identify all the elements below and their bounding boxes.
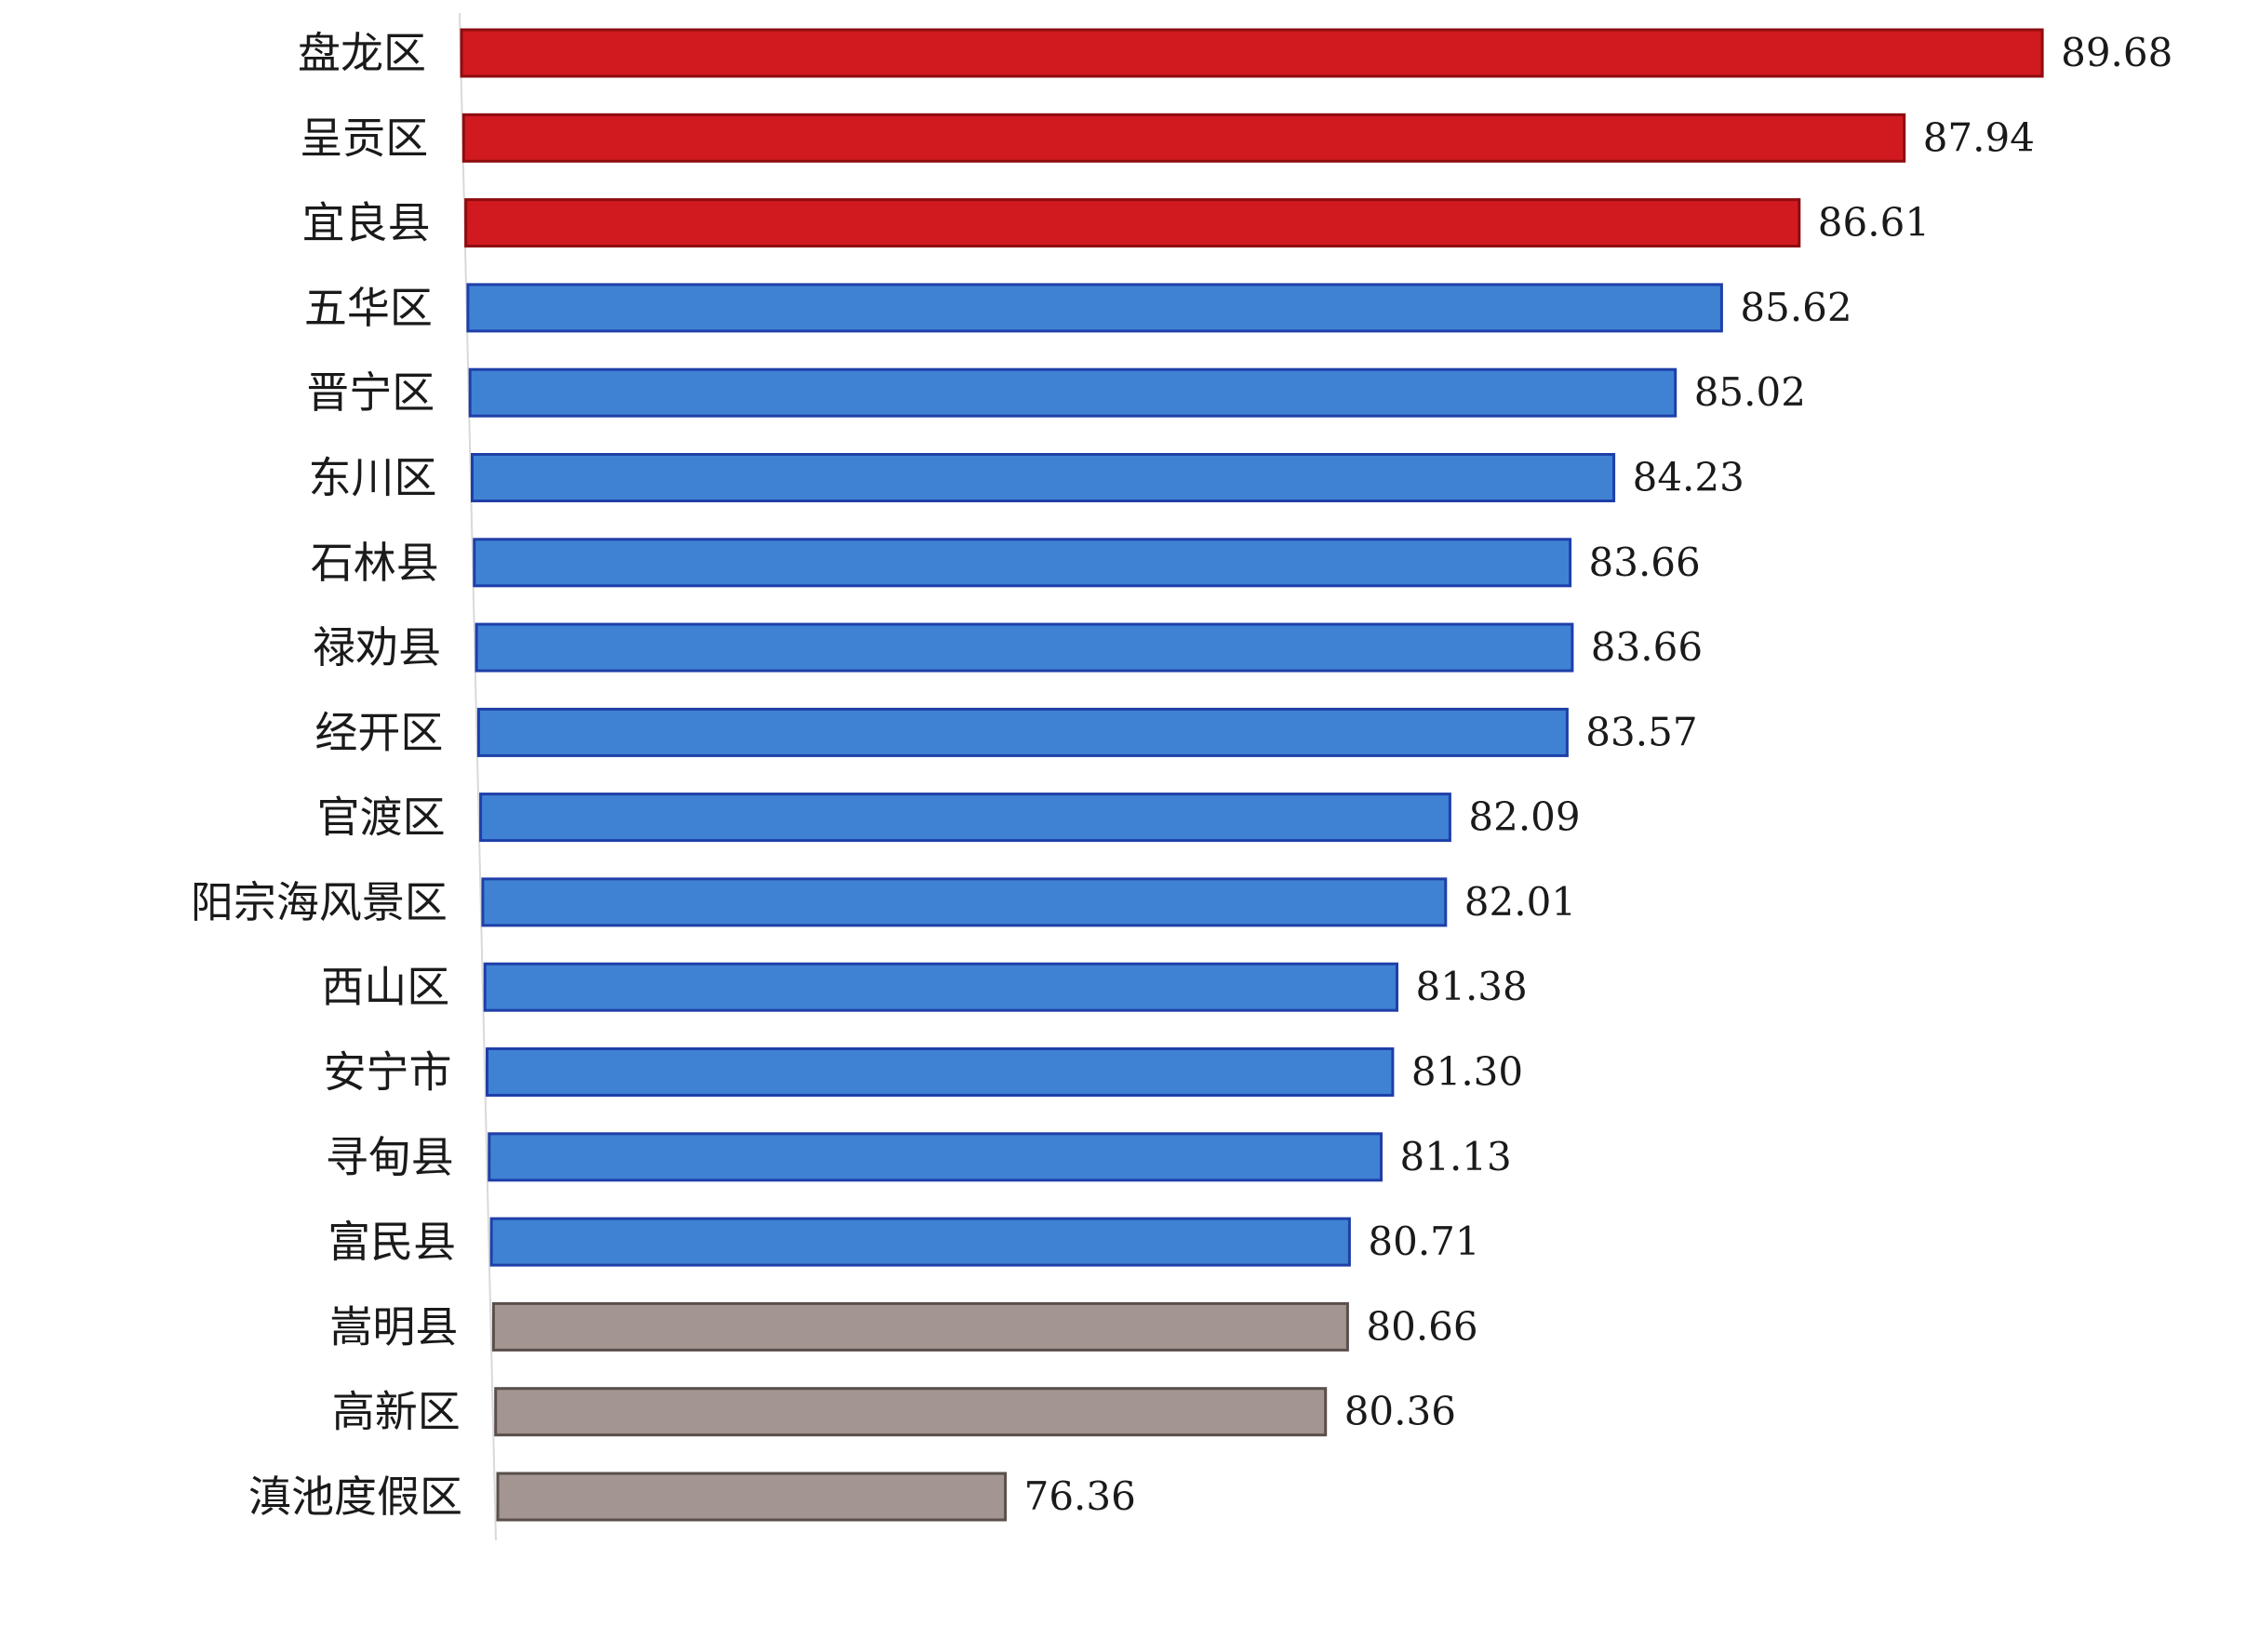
- category-label-12: 安宁市: [324, 1047, 452, 1098]
- bar-9: [479, 793, 1451, 843]
- bar-10: [481, 877, 1448, 927]
- value-label-5: 84.23: [1633, 455, 1744, 500]
- category-label-4: 晋宁区: [306, 367, 434, 418]
- category-label-8: 经开区: [314, 707, 443, 757]
- value-label-6: 83.66: [1589, 540, 1701, 585]
- category-label-10: 阳宗海风景区: [191, 877, 448, 927]
- value-label-14: 80.71: [1368, 1219, 1479, 1264]
- category-label-13: 寻甸县: [326, 1132, 454, 1182]
- bar-3: [466, 283, 1723, 333]
- value-label-15: 80.66: [1366, 1303, 1477, 1349]
- value-label-17: 76.36: [1024, 1473, 1136, 1519]
- bar-1: [461, 113, 1906, 163]
- bar-5: [471, 453, 1616, 502]
- category-label-0: 盘龙区: [298, 28, 426, 78]
- bar-7: [475, 622, 1574, 673]
- labels-layer: 盘龙区 89.68 呈贡区 87.94 宜良县 86.61 五华区 85.62 晋宁区 85.02…: [191, 28, 2172, 1522]
- value-label-8: 83.57: [1585, 709, 1697, 754]
- category-label-7: 禄劝县: [313, 622, 441, 673]
- value-label-0: 89.68: [2061, 30, 2172, 75]
- value-label-11: 81.38: [1416, 964, 1528, 1009]
- category-label-2: 宜良县: [302, 198, 431, 248]
- bar-13: [488, 1132, 1383, 1182]
- bar-2: [464, 198, 1801, 248]
- category-label-5: 东川区: [309, 453, 437, 503]
- bar-6: [473, 538, 1572, 588]
- bars-layer: [459, 12, 2044, 1541]
- value-label-3: 85.62: [1740, 285, 1851, 330]
- bar-12: [486, 1047, 1395, 1097]
- bar-4: [468, 367, 1678, 418]
- bar-14: [489, 1217, 1351, 1267]
- category-label-14: 富民县: [327, 1217, 456, 1267]
- y-axis-line: [459, 12, 497, 1541]
- bar-11: [483, 962, 1398, 1012]
- value-label-10: 82.01: [1464, 879, 1576, 925]
- category-label-11: 西山区: [321, 962, 449, 1012]
- value-label-9: 82.09: [1468, 794, 1580, 840]
- category-label-9: 官渡区: [317, 793, 446, 843]
- category-label-1: 呈贡区: [300, 113, 428, 163]
- value-label-2: 86.61: [1818, 200, 1930, 246]
- category-label-6: 石林县: [311, 538, 439, 588]
- value-label-4: 85.02: [1694, 369, 1806, 415]
- bar-17: [496, 1472, 1008, 1522]
- bar-0: [460, 28, 2044, 78]
- value-label-7: 83.66: [1591, 624, 1703, 670]
- category-label-17: 滇池度假区: [248, 1472, 462, 1522]
- category-label-15: 嵩明县: [329, 1301, 458, 1352]
- category-label-3: 五华区: [304, 283, 433, 333]
- bar-8: [476, 707, 1569, 757]
- value-label-1: 87.94: [1923, 114, 2035, 160]
- bar-16: [494, 1387, 1328, 1437]
- value-label-13: 81.13: [1400, 1134, 1512, 1179]
- category-label-16: 高新区: [332, 1387, 461, 1437]
- value-label-12: 81.30: [1411, 1049, 1523, 1095]
- bar-15: [491, 1301, 1349, 1352]
- value-label-16: 80.36: [1344, 1389, 1456, 1434]
